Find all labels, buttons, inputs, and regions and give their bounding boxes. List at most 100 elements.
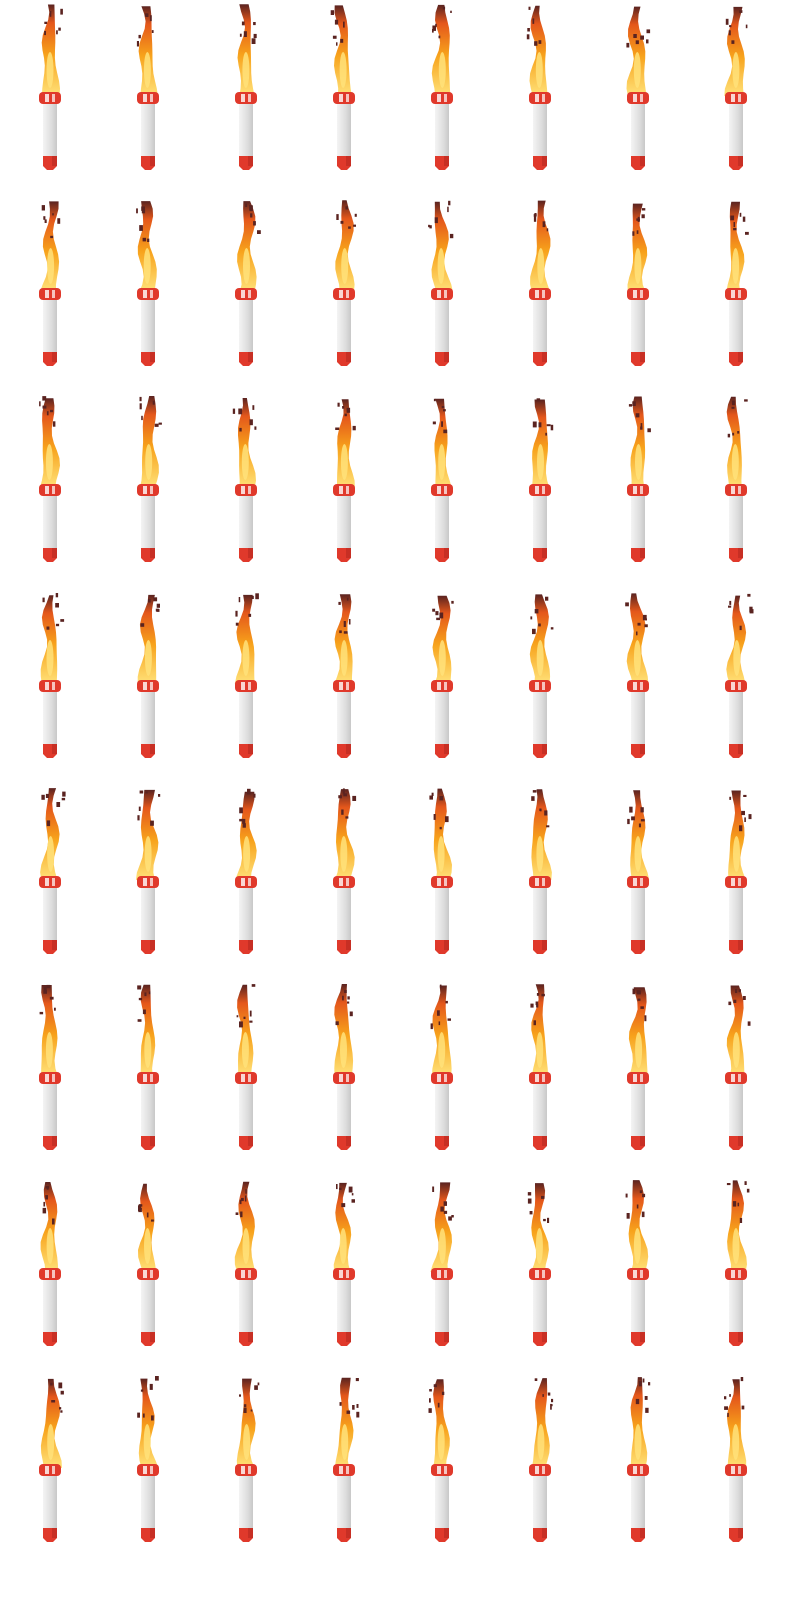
rocket-flame-icon [430,984,453,1150]
sprite-frame [98,196,198,396]
flame-icon [727,1180,747,1272]
sprite-frame [294,980,394,1180]
flame-icon [431,201,453,292]
sprite-frame [686,392,786,592]
flame-icon [334,789,355,880]
rocket-flame-icon [333,399,356,562]
rocket-flame-icon [333,984,355,1150]
rocket-flame-icon [724,6,748,170]
rocket-flame-icon [529,594,554,758]
rocket-flame-icon [431,398,453,562]
flame-icon [41,4,60,96]
flame-icon [40,788,60,880]
rocket-flame-icon [529,398,554,562]
flame-icon [234,1181,256,1272]
flame-icon [40,1378,62,1468]
rocket-flame-icon [39,1182,61,1346]
flame-icon [235,791,257,880]
rocket-flame-icon [333,1182,355,1346]
rocket-flame-icon [627,790,650,954]
sprite-frame [490,0,590,200]
rocket-flame-icon [529,200,551,366]
flame-icon [431,985,452,1076]
sprite-frame [98,588,198,788]
sprite-frame [98,392,198,592]
rocket-flame-icon [135,789,161,954]
flame-icon [137,201,157,292]
rocket-flame-icon [232,398,257,562]
sprite-frame [686,980,786,1180]
rocket-flame-icon [137,1183,159,1346]
flame-icon [237,201,257,292]
rocket-flame-icon [333,200,357,366]
flame-icon [430,1182,452,1272]
rocket-flame-icon [137,396,162,562]
sprite-frame [686,1176,786,1376]
sprite-frame [196,0,296,200]
rocket-flame-icon [526,5,551,170]
flame-icon [529,594,551,684]
sprite-frame [0,588,100,788]
flame-icon [726,985,745,1076]
flame-icon [140,984,156,1076]
rocket-flame-icon [431,595,454,758]
sprite-frame [686,588,786,788]
flame-icon [237,984,254,1076]
rocket-flame-icon [724,1377,747,1542]
rocket-flame-icon [137,1376,159,1542]
flame-icon [39,398,60,488]
sprite-frame [98,0,198,200]
sprite-frame [294,588,394,788]
flame-icon [138,1183,157,1272]
sprite-frame [98,1176,198,1376]
flame-icon [531,1378,550,1468]
flame-icon [530,1183,549,1272]
rocket-flame-icon [39,788,66,954]
rocket-flame-icon [333,1377,360,1542]
sprite-frame [98,1372,198,1572]
rocket-flame-icon [137,984,159,1150]
sprite-frame [392,1372,492,1572]
flame-icon [628,1180,649,1272]
rocket-flame-icon [39,396,61,562]
rocket-flame-icon [725,790,752,954]
rocket-flame-icon [333,788,357,954]
sprite-frame [0,980,100,1180]
sprite-frame [588,196,688,396]
sprite-frame [294,196,394,396]
sprite-frame [686,1372,786,1572]
sprite-frame [98,784,198,984]
sprite-frame [0,392,100,592]
flame-icon [334,984,354,1076]
rocket-flame-icon [39,201,61,366]
rocket-flame-icon [330,5,355,170]
rocket-flame-icon [235,201,261,366]
sprite-frame [196,784,296,984]
sprite-frame [392,980,492,1180]
sprite-frame [0,1372,100,1572]
flame-icon [627,203,648,292]
sprite-frame [392,392,492,592]
rocket-flame-icon [529,789,552,954]
flame-icon [726,201,745,292]
rocket-flame-icon [235,1378,260,1542]
sprite-frame [686,784,786,984]
rocket-flame-icon [627,396,651,562]
flame-icon [333,1182,352,1272]
sprite-frame [392,196,492,396]
rocket-flame-icon [39,4,63,170]
sprite-frame [0,196,100,396]
flame-icon [433,1379,450,1468]
rocket-flame-icon [626,6,651,170]
sprite-frame [490,1372,590,1572]
flame-icon [236,1378,256,1468]
rocket-flame-icon [234,1181,257,1346]
rocket-flame-icon [725,593,754,758]
flame-icon [234,594,255,684]
rocket-flame-icon [627,203,649,366]
rocket-flame-icon [429,788,453,954]
flame-icon [39,201,60,292]
sprite-frame [196,196,296,396]
sprite-frame [588,1176,688,1376]
